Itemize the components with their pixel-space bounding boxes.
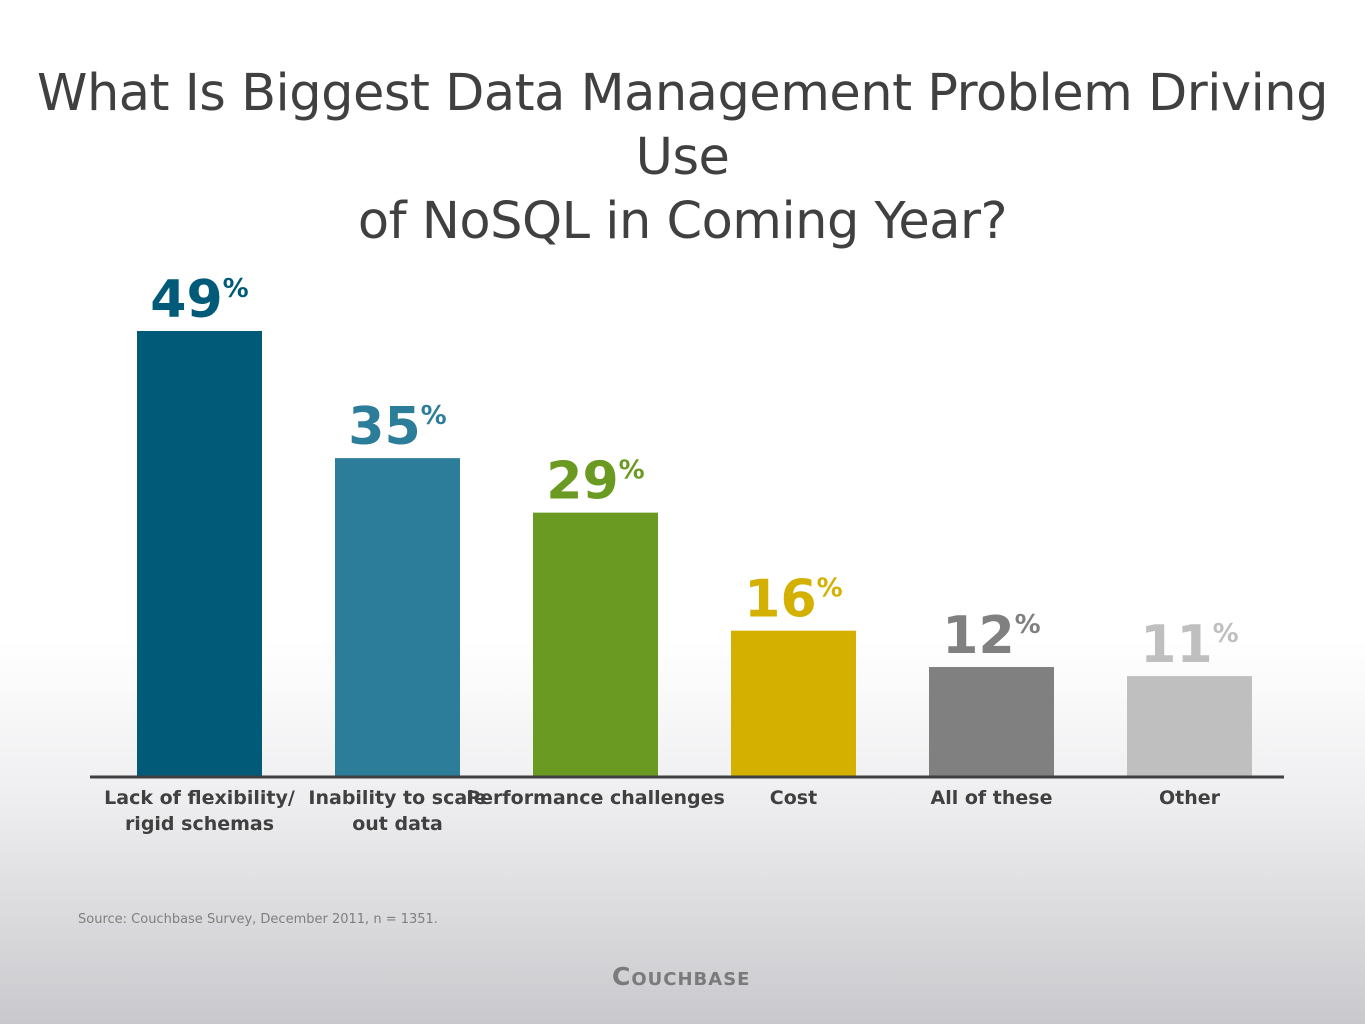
source-footnote: Source: Couchbase Survey, December 2011,… xyxy=(78,912,438,927)
bar-3 xyxy=(731,630,856,776)
bar-5 xyxy=(1127,676,1252,776)
category-label-1-1: out data xyxy=(352,813,443,835)
data-label-3: 16% xyxy=(744,570,842,630)
bar-chart: 49% Lack of flexibility/rigid schemas 35% I… xyxy=(90,270,1284,835)
category-label-4-0: All of these xyxy=(931,787,1053,809)
bar-0 xyxy=(137,331,262,776)
category-label-0-0: Lack of flexibility/ xyxy=(104,787,295,809)
chart-title-line1: What Is Biggest Data Management Problem … xyxy=(37,64,1328,187)
category-label-2-0: Performance challenges xyxy=(466,787,725,809)
bar-2 xyxy=(533,512,658,776)
bar-1 xyxy=(335,458,460,776)
chart-title-line2: of NoSQL in Coming Year? xyxy=(357,192,1008,251)
chart-title: What Is Biggest Data Management Problem … xyxy=(0,62,1365,254)
data-label-1: 35% xyxy=(348,397,446,457)
category-label-3-0: Cost xyxy=(770,787,817,809)
data-label-4: 12% xyxy=(942,606,1040,666)
category-label-1-0: Inability to scale xyxy=(308,787,486,809)
bar-4 xyxy=(929,667,1054,776)
brand-logo: Couchbase xyxy=(612,962,751,991)
data-label-0: 49% xyxy=(150,270,248,330)
category-label-5-0: Other xyxy=(1159,787,1221,809)
data-label-5: 11% xyxy=(1140,615,1238,675)
category-label-0-1: rigid schemas xyxy=(125,813,274,835)
data-label-2: 29% xyxy=(546,452,644,512)
